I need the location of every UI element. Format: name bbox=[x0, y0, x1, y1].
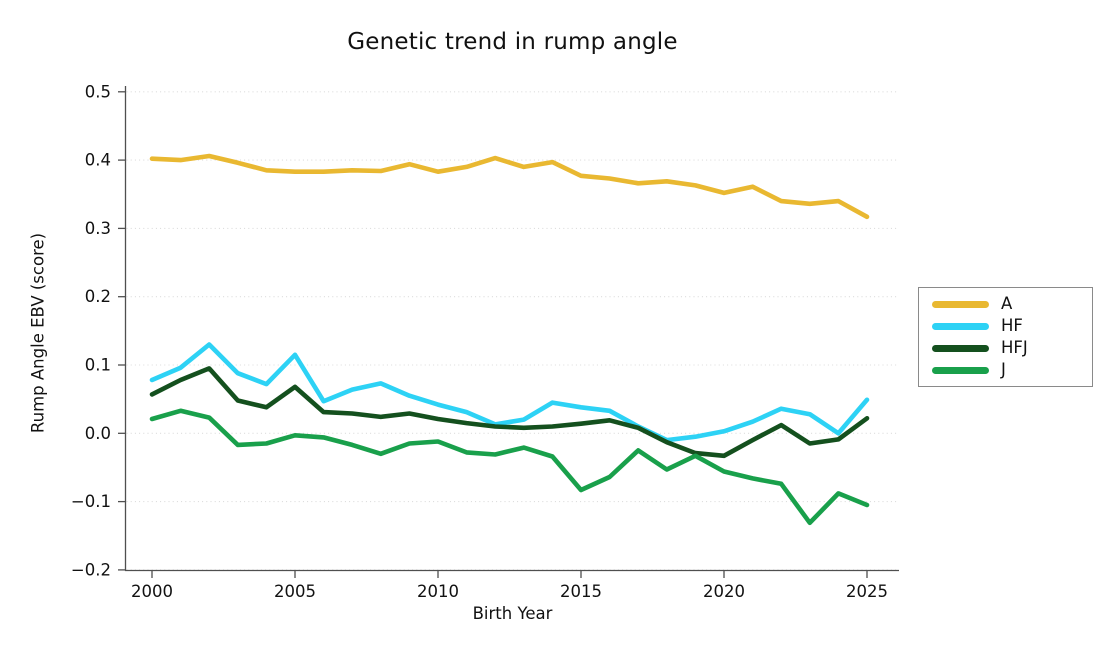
legend-label-hf: HF bbox=[1001, 315, 1023, 335]
legend-swatch-hf bbox=[932, 322, 989, 330]
legend-label-j: J bbox=[1001, 359, 1006, 379]
legend-swatch-hfj bbox=[932, 344, 989, 352]
x-tick-label: 2000 bbox=[131, 582, 173, 601]
y-tick-label: 0.0 bbox=[85, 424, 111, 443]
y-tick-label: 0.2 bbox=[85, 287, 111, 306]
legend-label-a: A bbox=[1001, 293, 1013, 313]
legend-entry-a: A bbox=[919, 293, 1092, 315]
legend-label-hfj: HFJ bbox=[1001, 337, 1028, 357]
series-line-hfj bbox=[149, 366, 870, 459]
legend-entry-hf: HF bbox=[919, 315, 1092, 337]
x-tick-label: 2005 bbox=[274, 582, 316, 601]
series-line-j bbox=[149, 408, 870, 526]
series-line-a bbox=[149, 153, 870, 220]
legend-box: A HF HFJ J bbox=[918, 287, 1093, 387]
y-tick-label: 0.5 bbox=[85, 82, 111, 101]
y-tick-label: 0.4 bbox=[85, 151, 111, 170]
y-tick-label: −0.2 bbox=[71, 560, 111, 579]
series-line-hf bbox=[149, 342, 870, 443]
legend-entry-j: J bbox=[919, 359, 1092, 381]
legend-swatch-j bbox=[932, 366, 989, 374]
x-axis-label: Birth Year bbox=[472, 604, 553, 623]
legend-swatch-a bbox=[932, 300, 989, 308]
y-tick-label: 0.1 bbox=[85, 356, 111, 375]
y-tick-label: −0.1 bbox=[71, 492, 111, 511]
x-tick-label: 2010 bbox=[417, 582, 459, 601]
x-tick-label: 2025 bbox=[846, 582, 888, 601]
chart-title: Genetic trend in rump angle bbox=[347, 29, 678, 55]
x-tick-label: 2015 bbox=[560, 582, 602, 601]
y-tick-label: 0.3 bbox=[85, 219, 111, 238]
legend-entry-hfj: HFJ bbox=[919, 337, 1092, 359]
x-tick-label: 2020 bbox=[703, 582, 745, 601]
